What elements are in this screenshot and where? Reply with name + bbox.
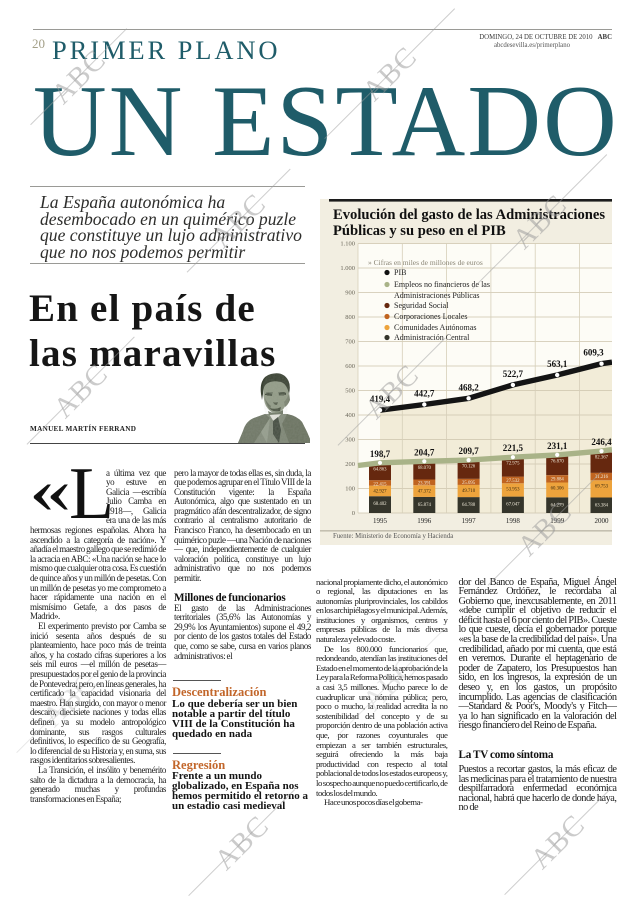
svg-text:70.126: 70.126 [462, 465, 476, 470]
svg-text:400: 400 [345, 412, 355, 419]
svg-text:Fuente: Ministerio de Economía: Fuente: Ministerio de Economía y Haciend… [333, 533, 453, 540]
svg-text:31.216: 31.216 [595, 475, 609, 480]
svg-text:221,5: 221,5 [503, 443, 524, 453]
svg-text:0: 0 [352, 510, 355, 517]
svg-text:1998: 1998 [506, 517, 521, 525]
svg-text:468,2: 468,2 [458, 382, 479, 392]
svg-text:68.402: 68.402 [373, 502, 387, 507]
svg-text:47.372: 47.372 [418, 489, 432, 494]
svg-text:200: 200 [345, 461, 355, 468]
svg-text:69.753: 69.753 [595, 484, 609, 489]
svg-text:442,7: 442,7 [414, 389, 435, 399]
svg-text:800: 800 [345, 314, 355, 321]
svg-text:1.000: 1.000 [340, 265, 355, 272]
svg-text:500: 500 [345, 388, 355, 395]
svg-text:Públicas y su peso en el PIB: Públicas y su peso en el PIB [333, 223, 506, 239]
svg-text:Seguridad Social: Seguridad Social [394, 301, 449, 310]
svg-text:900: 900 [345, 290, 355, 297]
svg-text:76.870: 76.870 [551, 459, 565, 464]
svg-text:1996: 1996 [417, 517, 432, 525]
svg-text:231,1: 231,1 [547, 441, 568, 451]
svg-text:700: 700 [345, 339, 355, 346]
svg-text:1999: 1999 [550, 517, 565, 525]
svg-text:82.367: 82.367 [595, 456, 609, 461]
svg-text:Corporaciones Locales: Corporaciones Locales [394, 312, 468, 321]
svg-text:22.415: 22.415 [373, 482, 387, 487]
svg-text:63.384: 63.384 [595, 504, 609, 509]
svg-text:600: 600 [345, 363, 355, 370]
svg-text:563,1: 563,1 [547, 359, 568, 369]
svg-text:246,4: 246,4 [591, 437, 612, 447]
svg-text:23.391: 23.391 [418, 482, 432, 487]
svg-text:68.070: 68.070 [418, 466, 432, 471]
svg-text:Administración Central: Administración Central [394, 333, 470, 342]
svg-text:Empleos no financieros de las: Empleos no financieros de las [394, 280, 490, 289]
svg-text:522,7: 522,7 [503, 369, 524, 379]
svg-text:64.788: 64.788 [462, 503, 476, 508]
svg-text:100: 100 [345, 486, 355, 493]
svg-text:65.874: 65.874 [418, 503, 432, 508]
svg-text:60.306: 60.306 [551, 487, 565, 492]
svg-text:198,7: 198,7 [370, 449, 391, 459]
svg-text:609,3: 609,3 [583, 348, 604, 358]
svg-text:25.095: 25.095 [462, 481, 476, 486]
svg-text:PIB: PIB [394, 268, 406, 277]
svg-text:Administraciones Públicas: Administraciones Públicas [394, 291, 480, 300]
svg-text:» Cifras en miles de millones: » Cifras en miles de millones de euros [368, 258, 483, 267]
svg-text:64.279: 64.279 [551, 503, 565, 508]
svg-text:67.047: 67.047 [506, 503, 520, 508]
svg-text:27.532: 27.532 [506, 479, 520, 484]
svg-text:53.953: 53.953 [506, 487, 520, 492]
svg-text:64.863: 64.863 [373, 467, 387, 472]
svg-text:1995: 1995 [373, 517, 388, 525]
svg-text:42.927: 42.927 [373, 490, 387, 495]
svg-text:419,4: 419,4 [370, 394, 391, 404]
svg-text:Evolución del gasto de las Adm: Evolución del gasto de las Administracio… [333, 207, 605, 223]
svg-text:1997: 1997 [462, 517, 477, 525]
svg-text:204,7: 204,7 [414, 447, 435, 457]
svg-text:1.100: 1.100 [340, 241, 355, 248]
svg-text:29.884: 29.884 [551, 477, 565, 482]
svg-text:72.975: 72.975 [506, 462, 520, 467]
svg-text:Comunidades Autónomas: Comunidades Autónomas [394, 323, 476, 332]
svg-text:49.710: 49.710 [462, 489, 476, 494]
svg-text:209,7: 209,7 [458, 446, 479, 456]
svg-text:2000: 2000 [595, 517, 610, 525]
svg-text:300: 300 [345, 437, 355, 444]
